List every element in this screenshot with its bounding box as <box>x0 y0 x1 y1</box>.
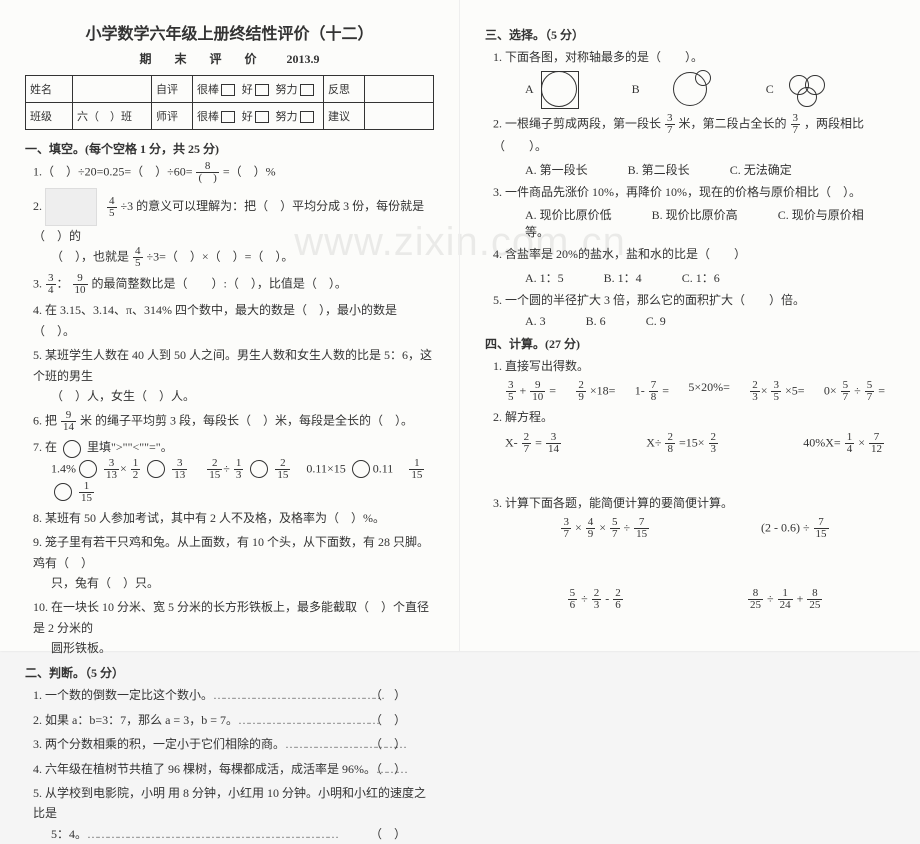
r-q1: 1. 下面各图，对称轴最多的是（ ）。 <box>493 47 895 67</box>
circle-icon <box>695 70 711 86</box>
q5: 5. 某班学生人数在 40 人到 50 人之间。男生人数和女生人数的比是 5：6… <box>33 345 434 406</box>
j1: 1. 一个数的倒数一定比这个数小。……………………………………………（ ） <box>33 685 434 705</box>
r-q4-choices: A. 1：5B. 1：4C. 1：6 <box>525 269 895 286</box>
thumbnail-image <box>45 188 97 226</box>
expr: 56 ÷ 23 - 26 <box>567 588 624 611</box>
subtitle-row: 期 末 评 价 2013.9 <box>25 50 434 67</box>
j5: 5. 从学校到电影院，小明 用 8 分钟，小红用 10 分钟。小明和小红的速度之… <box>33 783 434 844</box>
expr: 1- 78 = <box>635 380 669 403</box>
q8: 8. 某班有 50 人参加考试，其中有 2 人不及格，及格率为（ ）%。 <box>33 508 434 528</box>
fraction: 34 <box>46 273 56 296</box>
c1-row: 35 + 910 = 29 ×18= 1- 78 = 5×20%= 23× 35… <box>505 380 885 403</box>
info-table: 姓名 自评 很棒 好 努力 反思 班级 六（ ）班 师评 很棒 好 努力 <box>25 75 434 130</box>
j2: 2. 如果 a：b=3：7，那么 a = 3，b = 7。……………………………… <box>33 710 434 730</box>
j4: 4. 六年级在植树节共植了 96 棵树，每棵都成活，成活率是 96%。………（ … <box>33 759 434 779</box>
j3: 3. 两个分数相乘的积，一定小于它们相除的商。………………………………（ ） <box>33 734 434 754</box>
checkbox <box>221 111 235 123</box>
table-row: 班级 六（ ）班 师评 很棒 好 努力 建议 <box>26 103 434 130</box>
r-q4: 4. 含盐率是 20%的盐水，盐和水的比是（ ） <box>493 244 895 264</box>
q7: 7. 在 里填">""<""="。 1.4% 313× 12 313 215÷ … <box>33 437 434 503</box>
cell-selfeval-opts: 很棒 好 努力 <box>193 76 324 103</box>
fraction: 8( ) <box>196 161 218 184</box>
q1: 1.（ ）÷20=0.25=（ ）÷60= 8( ) =（ ）% <box>33 161 434 184</box>
c3-row1: 37 × 49 × 57 ÷ 715 (2 - 0.6) ÷ 715 <box>505 517 885 540</box>
c2-row: X- 27 = 314 X÷ 28 =15× 23 40%X= 14 × 712 <box>505 432 885 455</box>
subtitle: 期 末 评 价 <box>139 50 266 67</box>
expr: 35 + 910 = <box>505 380 556 403</box>
r-q5: 5. 一个圆的半径扩大 3 倍，那么它的面积扩大（ ）倍。 <box>493 290 895 310</box>
checkbox <box>300 111 314 123</box>
cell-suggest-value <box>365 103 434 130</box>
shape-square <box>541 71 579 109</box>
fraction: 45 <box>107 196 117 219</box>
cell-selfeval-label: 自评 <box>152 76 193 103</box>
checkbox <box>221 84 235 96</box>
q6: 6. 把 914 米 的绳子平均剪 3 段，每段长（ ）米，每段是全长的（ ）。 <box>33 410 434 433</box>
shape-b <box>673 72 713 108</box>
expr: 23× 35 ×5= <box>749 380 804 403</box>
checkbox <box>300 84 314 96</box>
expr: 37 × 49 × 57 ÷ 715 <box>560 517 650 540</box>
expr: 40%X= 14 × 712 <box>803 432 885 455</box>
exam-paper: www.zixin.com.cn 小学数学六年级上册终结性评价（十二） 期 末 … <box>0 0 920 651</box>
fraction: 45 <box>133 246 143 269</box>
q4: 4. 在 3.15、3.14、π、314% 四个数中，最大的数是（ ），最小的数… <box>33 300 434 341</box>
blank-circle <box>352 460 370 478</box>
left-column: 小学数学六年级上册终结性评价（十二） 期 末 评 价 2013.9 姓名 自评 … <box>0 0 460 651</box>
cell-reflect-value <box>365 76 434 103</box>
expr: (2 - 0.6) ÷ 715 <box>761 517 830 540</box>
blank-circle <box>63 440 81 458</box>
date: 2013.9 <box>287 52 320 67</box>
q2: 2. 45 ÷3 的意义可以理解为：把（ ）平均分成 3 份，每份就是（ ）的 … <box>33 188 434 269</box>
expr: 0× 57 ÷ 57 = <box>824 380 885 403</box>
q3: 3. 34： 910 的最简整数比是（ ）:（ ），比值是（ ）。 <box>33 273 434 296</box>
cell-reflect-label: 反思 <box>324 76 365 103</box>
section-4-head: 四、计算。(27 分) <box>485 335 895 352</box>
expr: 825 ÷ 124 + 825 <box>747 588 823 611</box>
r-q2-choices: A. 第一段长B. 第二段长C. 无法确定 <box>525 161 895 178</box>
blank-circle <box>147 460 165 478</box>
c3: 3. 计算下面各题，能简便计算的要简便计算。 <box>493 493 895 513</box>
expr: 29 ×18= <box>575 380 615 403</box>
cell-name-label: 姓名 <box>26 76 73 103</box>
c3-row2: 56 ÷ 23 - 26 825 ÷ 124 + 825 <box>505 588 885 611</box>
fraction: 914 <box>61 410 76 433</box>
expr: 5×20%= <box>688 380 730 403</box>
section-3-head: 三、选择。（5 分） <box>485 26 895 43</box>
section-1-head: 一、填空。(每个空格 1 分，共 25 分) <box>25 140 434 157</box>
fraction: 910 <box>73 273 88 296</box>
shape-c <box>787 73 829 107</box>
r-q3-choices: A. 现价比原价低B. 现价比原价高C. 现价与原价相等。 <box>525 206 895 240</box>
r-q3: 3. 一件商品先涨价 10%，再降价 10%，现在的价格与原价相比（ ）。 <box>493 182 895 202</box>
cell-suggest-label: 建议 <box>324 103 365 130</box>
blank-circle <box>79 460 97 478</box>
r-q1-figs: A B C <box>525 71 895 109</box>
q10: 10. 在一块长 10 分米、宽 5 分米的长方形铁板上，最多能截取（ ）个直径… <box>33 597 434 658</box>
checkbox <box>255 84 269 96</box>
cell-teachereval-label: 师评 <box>152 103 193 130</box>
blank-circle <box>54 483 72 501</box>
cell-teachereval-opts: 很棒 好 努力 <box>193 103 324 130</box>
r-q2: 2. 一根绳子剪成两段，第一段长 37 米，第二段占全长的 37 ，两段相比（ … <box>493 113 895 156</box>
c1: 1. 直接写出得数。 <box>493 356 895 376</box>
cell-class-value: 六（ ）班 <box>73 103 152 130</box>
q9: 9. 笼子里有若干只鸡和兔。从上面数，有 10 个头，从下面数，有 28 只脚。… <box>33 532 434 593</box>
blank-circle <box>250 460 268 478</box>
circle-icon <box>541 71 577 107</box>
cell-name-value <box>73 76 152 103</box>
c2: 2. 解方程。 <box>493 407 895 427</box>
expr: X- 27 = 314 <box>505 432 562 455</box>
section-2-head: 二、判断。（5 分） <box>25 664 434 681</box>
table-row: 姓名 自评 很棒 好 努力 反思 <box>26 76 434 103</box>
q7-row: 1.4% 313× 12 313 215÷ 13 215 0.11×15 0.1… <box>51 458 434 504</box>
r-q5-choices: A. 3B. 6C. 9 <box>525 314 895 329</box>
right-column: 三、选择。（5 分） 1. 下面各图，对称轴最多的是（ ）。 A B C 2. … <box>460 0 920 651</box>
cell-class-label: 班级 <box>26 103 73 130</box>
checkbox <box>255 111 269 123</box>
q2-line2: （ ），也就是 45 ÷3=（ ）×（ ）=（ ）。 <box>51 246 434 269</box>
expr: X÷ 28 =15× 23 <box>646 432 719 455</box>
circle-icon <box>797 87 817 107</box>
main-title: 小学数学六年级上册终结性评价（十二） <box>25 20 434 44</box>
